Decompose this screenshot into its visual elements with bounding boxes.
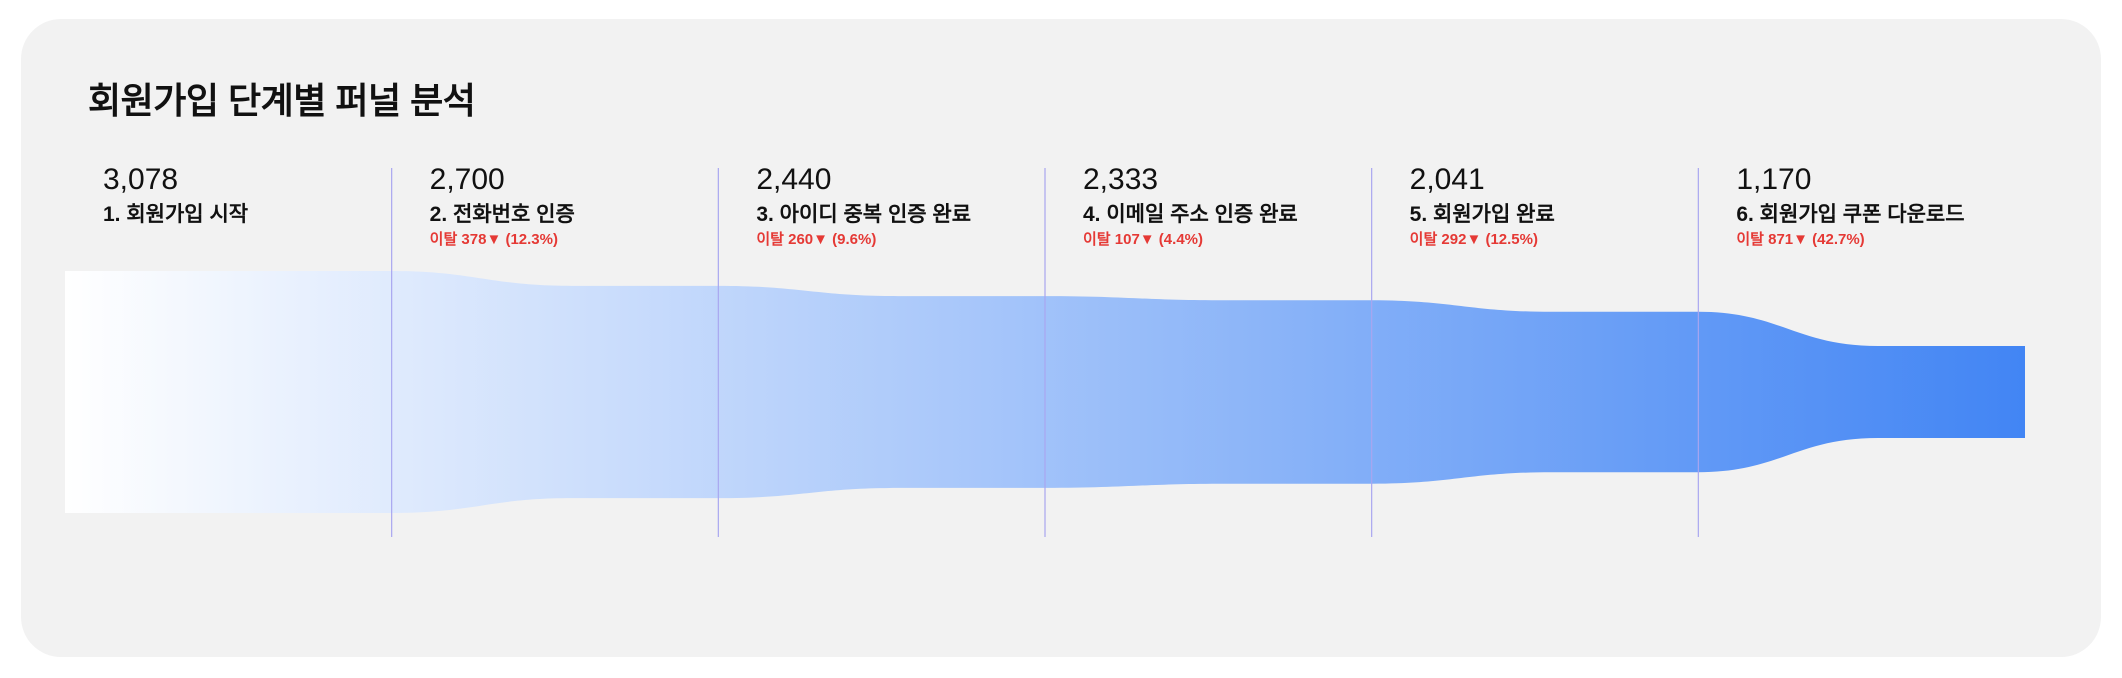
stage-name: 5. 회원가입 완료 — [1409, 203, 1555, 226]
stage-count: 2,333 — [1083, 163, 1159, 196]
stage-count: 3,078 — [103, 163, 179, 196]
stage-count: 2,440 — [756, 163, 832, 196]
stage-count: 2,041 — [1409, 163, 1485, 196]
stage-count: 1,170 — [1736, 163, 1812, 196]
stage-dropoff: 이탈 871▼ (42.7%) — [1736, 231, 1865, 248]
stage-dropoff: 이탈 107▼ (4.4%) — [1083, 231, 1203, 248]
stage-count: 2,700 — [429, 163, 505, 196]
stage-name: 6. 회원가입 쿠폰 다운로드 — [1736, 203, 1965, 226]
funnel-stage-bar-6 — [1878, 346, 2025, 438]
stage-dropoff: 이탈 378▼ (12.3%) — [429, 231, 558, 248]
stage-name: 2. 전화번호 인증 — [429, 203, 575, 226]
stage-name: 1. 회원가입 시작 — [103, 203, 249, 226]
funnel-stage-bar-2 — [571, 286, 718, 498]
stage-dropoff: 이탈 260▼ (9.6%) — [756, 231, 877, 248]
chart-title: 회원가입 단계별 퍼널 분석 — [88, 80, 476, 121]
funnel-stage-bar-3 — [898, 296, 1045, 488]
stage-label-1: 3,078 1. 회원가입 시작 — [103, 162, 423, 228]
stage-dropoff: 이탈 292▼ (12.5%) — [1409, 231, 1538, 248]
stage-name: 4. 이메일 주소 인증 완료 — [1083, 203, 1298, 226]
stage-name: 3. 아이디 중복 인증 완료 — [756, 203, 972, 226]
funnel-stage-bar-5 — [1551, 312, 1698, 472]
funnel-stage-bar-1 — [245, 271, 392, 513]
funnel-stage-bar-4 — [1225, 300, 1372, 483]
